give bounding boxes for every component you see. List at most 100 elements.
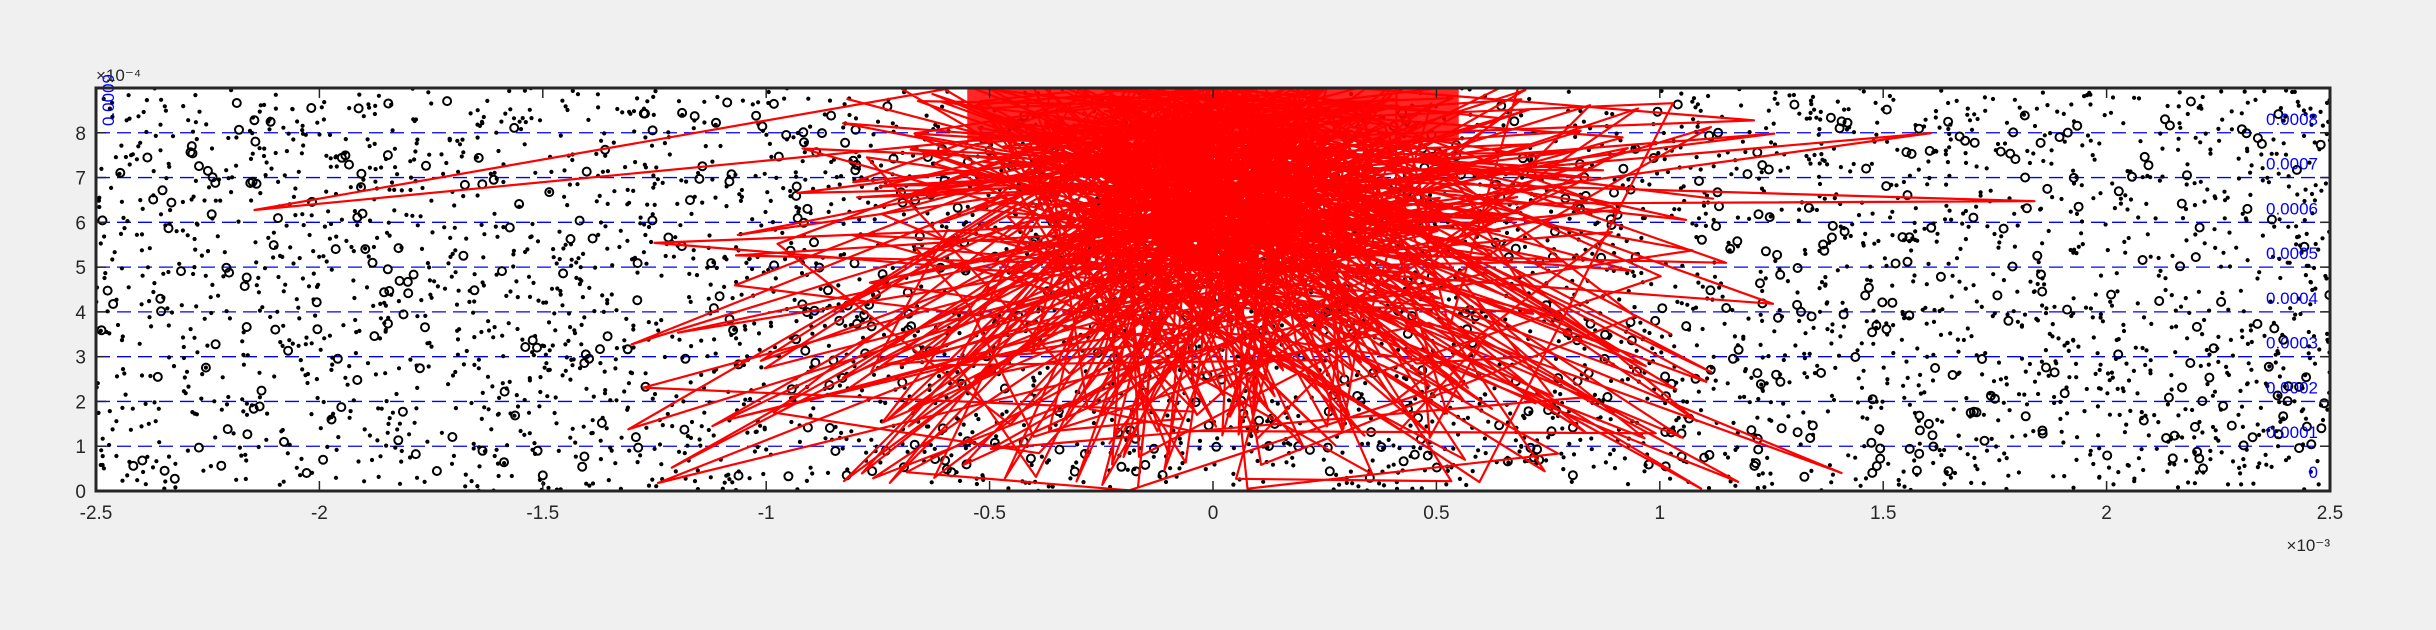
particle-dot <box>1680 377 1685 382</box>
particle-dot <box>689 211 694 216</box>
particle-dot <box>1593 222 1598 227</box>
particle-dot <box>357 92 362 97</box>
particle-dot <box>691 126 696 131</box>
particle-dot <box>372 111 377 117</box>
particle-dot <box>505 443 510 448</box>
particle-dot <box>2027 160 2032 166</box>
particle-dot <box>2308 469 2313 474</box>
particle-dot <box>408 357 413 362</box>
particle-dot <box>457 142 463 147</box>
particle-circle <box>1602 392 1613 402</box>
particle-dot <box>1758 342 1763 347</box>
particle-dot <box>2095 404 2100 409</box>
particle-dot <box>1825 327 1830 332</box>
particle-dot <box>605 201 610 206</box>
particle-dot <box>378 454 383 459</box>
particle-dot <box>808 413 813 418</box>
particle-circle <box>383 98 394 109</box>
particle-dot <box>602 391 608 396</box>
particle-dot <box>881 332 887 337</box>
particle-dot <box>1603 460 1608 465</box>
particle-circle <box>248 403 259 414</box>
particle-dot <box>1021 423 1027 428</box>
particle-dot <box>942 352 947 357</box>
x-tick-label: -2 <box>311 503 328 524</box>
particle-dot <box>117 171 122 176</box>
particle-dot <box>134 232 139 237</box>
particle-dot <box>1963 160 1969 165</box>
particle-dot <box>2136 96 2142 101</box>
particle-dot <box>2311 265 2317 271</box>
particle-dot <box>197 109 202 114</box>
particle-dot <box>1700 326 1705 332</box>
particle-dot <box>461 150 466 155</box>
particle-circle <box>2113 349 2124 360</box>
particle-dot <box>1913 229 1918 234</box>
particle-dot <box>1766 354 1771 359</box>
particle-circle <box>2003 315 2014 326</box>
particle-circle <box>2113 186 2124 197</box>
particle-dot <box>1933 109 1939 114</box>
particle-circle <box>2291 164 2302 175</box>
particle-dot <box>378 316 383 321</box>
particle-dot <box>2241 309 2246 314</box>
particle-dot <box>691 248 696 253</box>
particle-dot <box>511 264 516 269</box>
particle-dot <box>1996 360 2002 365</box>
particle-dot <box>185 233 190 238</box>
particle-dot <box>1546 435 1551 440</box>
particle-dot <box>691 256 696 261</box>
particle-dot <box>135 478 140 483</box>
particle-circle <box>2247 432 2258 443</box>
particle-dot <box>2292 89 2297 94</box>
particle-dot <box>250 151 255 156</box>
particle-dot <box>2096 433 2101 438</box>
particle-dot <box>1945 160 1950 165</box>
particle-dot <box>139 302 144 307</box>
particle-dot <box>517 119 522 124</box>
particle-dot <box>612 189 617 194</box>
particle-dot <box>181 355 186 361</box>
particle-dot <box>2216 438 2221 443</box>
particle-dot <box>2281 118 2286 123</box>
particle-dot <box>939 224 945 229</box>
particle-dot <box>373 103 378 108</box>
particle-dot <box>2175 485 2181 490</box>
particle-dot <box>119 143 124 148</box>
particle-dot <box>318 347 323 352</box>
particle-dot <box>970 430 975 435</box>
particle-dot <box>718 143 723 149</box>
particle-dot <box>2019 356 2025 361</box>
particle-dot <box>1895 147 1900 152</box>
particle-circle <box>326 414 337 425</box>
particle-circle <box>2256 138 2267 149</box>
particle-dot <box>1848 169 1853 174</box>
particle-dot <box>1296 413 1301 419</box>
particle-dot <box>2115 386 2120 391</box>
particle-dot <box>869 437 874 442</box>
particle-dot <box>2040 303 2045 308</box>
particle-dot <box>613 357 618 362</box>
particle-dot <box>120 334 125 339</box>
particle-circle <box>1906 148 1917 159</box>
particle-dot <box>673 235 678 240</box>
particle-dot <box>1835 268 1840 273</box>
particle-dot <box>276 179 281 184</box>
particle-dot <box>2283 152 2289 157</box>
particle-dot <box>1944 182 1949 187</box>
particle-dot <box>2312 361 2318 366</box>
particle-dot <box>492 170 497 175</box>
particle-dot <box>1685 302 1690 307</box>
particle-dot <box>2025 148 2030 154</box>
particle-dot <box>379 165 384 170</box>
particle-dot <box>1833 365 1838 370</box>
particle-dot <box>804 478 810 483</box>
particle-dot <box>479 329 484 335</box>
particle-circle <box>1927 430 1938 441</box>
particle-dot <box>1656 151 1661 156</box>
x-tick-label: 0 <box>1208 503 1219 524</box>
particle-dot <box>1578 108 1583 114</box>
particle-dot <box>1274 365 1279 370</box>
particle-circle <box>1923 418 1934 429</box>
particle-dot <box>1948 475 1953 480</box>
